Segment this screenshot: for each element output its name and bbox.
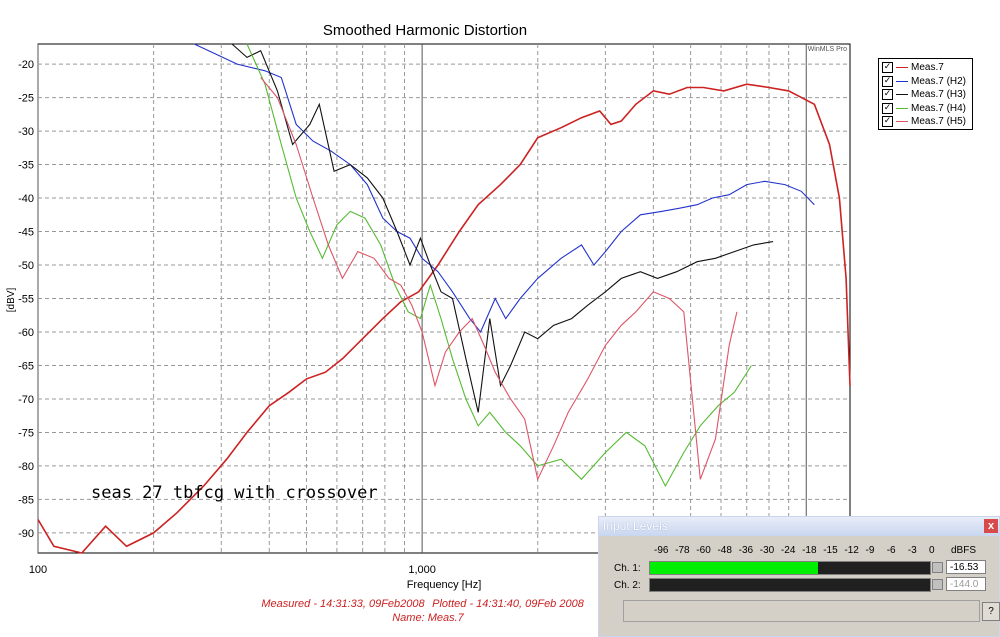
legend-swatch: [896, 80, 908, 82]
input-levels-window[interactable]: Input Levels x -96 -78 -60 -48 -36 -30 -24 -18-…: [598, 516, 1000, 637]
legend-label: Meas.7 (H2): [911, 75, 967, 87]
scale-label: -12: [844, 545, 859, 556]
y-tick-label: -25: [18, 93, 34, 105]
scale-label: -3: [907, 545, 917, 556]
legend-label: Meas.7: [911, 62, 944, 73]
y-tick-label: -85: [18, 494, 34, 506]
legend-item[interactable]: ✓ Meas.7 (H5): [882, 115, 966, 128]
channel-2-value: -144.0: [946, 577, 986, 591]
series-line-4: [246, 43, 752, 488]
legend: ✓ Meas.7 ✓ Meas.7 (H2) ✓ Meas.7 (H3) ✓ Meas.7 (…: [878, 58, 973, 130]
channel-2-peak-indicator: [932, 579, 943, 590]
channel-2-label: Ch. 2:: [614, 580, 641, 591]
input-levels-titlebar[interactable]: Input Levels x: [599, 517, 999, 536]
legend-label: Meas.7 (H3): [911, 89, 967, 100]
y-tick-label: -55: [18, 294, 34, 306]
checkbox-icon[interactable]: ✓: [882, 62, 893, 73]
y-axis-label: [dBV]: [6, 288, 17, 313]
scale-label: -96: [654, 545, 669, 556]
y-tick-label: -45: [18, 227, 34, 239]
channel-2-meter: [649, 578, 931, 592]
scale-label: -78: [675, 545, 690, 556]
legend-item[interactable]: ✓ Meas.7 (H4): [882, 102, 966, 115]
footer-plotted: Plotted - 14:31:40, 09Feb 2008: [432, 598, 585, 610]
y-tick-label: -75: [18, 427, 34, 439]
scale-label: -30: [759, 545, 775, 556]
channel-1-meter: [649, 561, 931, 575]
chart-title: Smoothed Harmonic Distortion: [323, 22, 527, 39]
series-line-1: [37, 83, 851, 554]
legend-swatch: [896, 67, 908, 68]
footer-name: Name: Meas.7: [392, 612, 464, 624]
channel-1-value: -16.53: [946, 560, 986, 574]
scale-label: -18: [802, 545, 817, 556]
scale-label: -15: [823, 545, 838, 556]
legend-item[interactable]: ✓ Meas.7 (H2): [882, 75, 966, 88]
plot-area: -20 -25 -30 -35 -40 -45 -50 -55 -60 -65 -70 -75 -80 -…: [18, 43, 851, 576]
legend-item[interactable]: ✓ Meas.7: [882, 61, 944, 74]
scale-label: -24: [780, 545, 796, 556]
y-tick-label: -65: [18, 360, 34, 372]
y-tick-label: -60: [18, 327, 34, 339]
channel-1-peak-indicator: [932, 562, 943, 573]
footer-measured: Measured - 14:31:33, 09Feb2008: [261, 598, 425, 610]
channel-1-meter-fill: [650, 562, 818, 574]
channel-1-label: Ch. 1:: [614, 563, 641, 574]
scale-label: -60: [696, 545, 711, 556]
unit-label: dBFS: [951, 545, 977, 556]
y-tick-label: -20: [18, 59, 34, 71]
scale-label: 0: [929, 545, 935, 556]
series-line-3: [231, 43, 774, 413]
close-icon[interactable]: x: [984, 519, 998, 533]
y-tick-label: -40: [18, 193, 34, 205]
grid: [37, 44, 850, 553]
x-axis-label: Frequency [Hz]: [407, 579, 482, 591]
ticks: -20 -25 -30 -35 -40 -45 -50 -55 -60 -65 -70 -75 -80 -…: [18, 59, 436, 576]
legend-item[interactable]: ✓ Meas.7 (H3): [882, 88, 966, 101]
input-levels-title: Input Levels: [603, 519, 668, 533]
checkbox-icon[interactable]: ✓: [882, 116, 893, 127]
legend-label: Meas.7 (H5): [911, 116, 967, 127]
y-tick-label: -70: [18, 394, 34, 406]
x-tick-label: 1,000: [408, 564, 436, 576]
series-line-2: [193, 43, 815, 334]
y-tick-label: -50: [18, 260, 34, 272]
help-button[interactable]: ?: [982, 602, 1000, 621]
scale-label: -9: [865, 545, 875, 556]
legend-swatch: [896, 107, 908, 109]
legend-swatch: [896, 94, 908, 95]
scale-label: -48: [717, 545, 732, 556]
legend-swatch: [896, 121, 908, 122]
series-layer: [37, 43, 851, 554]
watermark: WinMLS Pro: [808, 46, 847, 53]
checkbox-icon[interactable]: ✓: [882, 89, 893, 100]
status-bar: [623, 600, 980, 622]
checkbox-icon[interactable]: ✓: [882, 102, 893, 114]
y-tick-label: -90: [18, 528, 34, 540]
y-tick-label: -30: [18, 126, 34, 138]
x-tick-label: 100: [29, 564, 47, 576]
series-line-5: [260, 77, 738, 481]
scale-label: -36: [738, 545, 754, 556]
legend-label: Meas.7 (H4): [911, 102, 967, 114]
checkbox-icon[interactable]: ✓: [882, 75, 893, 87]
y-tick-label: -35: [18, 160, 34, 172]
annotation-text: seas 27 tbfcg with crossover: [91, 483, 378, 503]
scale-label: -6: [886, 545, 896, 556]
y-tick-label: -80: [18, 461, 34, 473]
